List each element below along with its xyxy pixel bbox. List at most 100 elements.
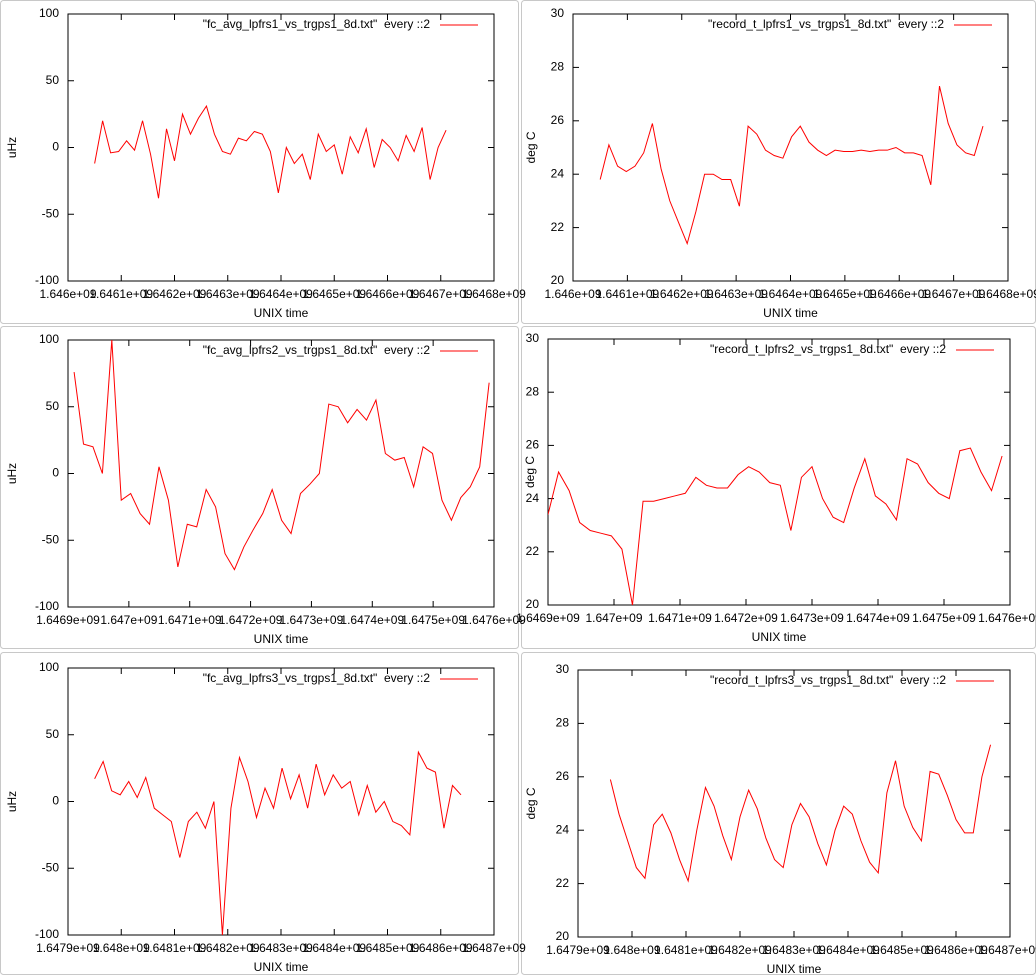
x-tick-label: 1.6465e+09 — [302, 287, 366, 301]
y-axis-label: deg C — [523, 456, 537, 488]
legend-label: "record_t_lpfrs2_vs_trgps1_8d.txt" every… — [710, 342, 946, 356]
y-tick-label: 26 — [526, 438, 540, 452]
legend-label: "record_t_lpfrs1_vs_trgps1_8d.txt" every… — [708, 17, 944, 31]
x-axis-label: UNIX time — [767, 962, 822, 975]
chart: 20 22 24 26 28 30 1.6469e+09 1.647e+09 1.6471e+0… — [516, 331, 1036, 644]
y-axis-label: uHz — [5, 463, 19, 484]
chart: -100 -50 0 50 100 1.6469e+09 1.647e+09 1.6471e+… — [5, 332, 526, 646]
y-tick-label: -100 — [35, 599, 59, 613]
y-tick-label: 24 — [556, 822, 570, 836]
panel — [0, 326, 519, 649]
x-tick-label: 1.6462e+09 — [143, 287, 207, 301]
y-tick-label: 0 — [52, 794, 59, 808]
x-tick-label: 1.6466e+09 — [867, 287, 931, 301]
x-tick-label: 1.6487e+09 — [462, 941, 526, 955]
x-axis-label: UNIX time — [254, 632, 309, 646]
y-tick-label: 100 — [39, 6, 59, 20]
plot-border — [547, 338, 1011, 606]
legend-label: "fc_avg_lpfrs2_vs_trgps1_8d.txt" every :… — [203, 343, 431, 357]
x-tick-label: 1.6485e+09 — [356, 941, 420, 955]
x-tick-label: 1.6486e+09 — [409, 941, 473, 955]
y-tick-label: -50 — [42, 860, 60, 874]
x-tick-label: 1.647e+09 — [585, 611, 642, 625]
y-tick-label: 0 — [52, 466, 59, 480]
x-tick-label: 1.6483e+09 — [762, 943, 826, 957]
y-tick-label: 0 — [52, 140, 59, 154]
chart: -100 -50 0 50 100 1.6479e+091.648e+091.6481e+… — [5, 660, 526, 974]
chart: -100 -50 0 50 100 1.646e+091.6461e+091.6462e+… — [5, 6, 526, 320]
y-tick-label: 20 — [526, 597, 540, 611]
y-tick-label: -100 — [35, 273, 59, 287]
x-tick-label: 1.6461e+09 — [596, 287, 660, 301]
x-tick-label: 1.6466e+09 — [356, 287, 420, 301]
x-tick-label: 1.6479e+09 — [36, 941, 100, 955]
y-axis-label: uHz — [5, 791, 19, 812]
x-tick-label: 1.6475e+09 — [401, 613, 465, 627]
y-tick-label: 28 — [526, 384, 540, 398]
y-tick-label: 20 — [551, 273, 565, 287]
data-line — [548, 447, 1003, 605]
legend-label: "record_t_lpfrs3_vs_trgps1_8d.txt" every… — [710, 673, 946, 687]
x-tick-label: 1.648e+09 — [93, 941, 150, 955]
x-tick-label: 1.6484e+09 — [816, 943, 880, 957]
y-tick-label: 50 — [46, 727, 60, 741]
y-tick-label: 30 — [526, 331, 540, 345]
x-tick-label: 1.647e+09 — [100, 613, 157, 627]
x-tick-label: 1.6465e+09 — [813, 287, 877, 301]
plot-border — [572, 13, 1009, 282]
x-tick-label: 1.6467e+09 — [409, 287, 473, 301]
y-tick-label: 50 — [46, 399, 60, 413]
x-axis-label: UNIX time — [752, 630, 807, 644]
x-tick-label: 1.6474e+09 — [846, 611, 910, 625]
x-tick-label: 1.6469e+09 — [36, 613, 100, 627]
y-axis-label: deg C — [524, 131, 538, 163]
x-tick-label: 1.6463e+09 — [196, 287, 260, 301]
x-tick-label: 1.6462e+09 — [650, 287, 714, 301]
x-tick-label: 1.6486e+09 — [924, 943, 988, 957]
x-tick-label: 1.6482e+09 — [708, 943, 772, 957]
y-tick-label: 24 — [551, 166, 565, 180]
x-tick-label: 1.6473e+09 — [280, 613, 344, 627]
x-tick-label: 1.6481e+09 — [143, 941, 207, 955]
panel — [521, 652, 1036, 975]
x-tick-label: 1.6473e+09 — [780, 611, 844, 625]
x-tick-label: 1.6472e+09 — [714, 611, 778, 625]
chart: 20 22 24 26 28 30 1.646e+091.6461e+091.6462e+0… — [524, 6, 1036, 320]
x-tick-label: 1.6481e+09 — [654, 943, 718, 957]
plot-border — [577, 669, 1011, 938]
chart: 20 22 24 26 28 30 1.6479e+091.648e+091.6481e+0… — [524, 662, 1036, 975]
plot-border — [67, 13, 495, 282]
panel — [0, 652, 519, 975]
x-tick-label: 1.6484e+09 — [302, 941, 366, 955]
x-axis-label: UNIX time — [254, 960, 309, 974]
y-tick-label: 100 — [39, 332, 59, 346]
x-tick-label: 1.6479e+09 — [546, 943, 610, 957]
legend-label: "fc_avg_lpfrs1_vs_trgps1_8d.txt" every :… — [203, 17, 431, 31]
y-axis-label: uHz — [5, 137, 19, 158]
y-tick-label: 100 — [39, 660, 59, 674]
x-tick-label: 1.6472e+09 — [219, 613, 283, 627]
y-tick-label: 30 — [556, 662, 570, 676]
x-tick-label: 1.6464e+09 — [759, 287, 823, 301]
x-tick-label: 1.6461e+09 — [89, 287, 153, 301]
plot-border — [67, 667, 495, 936]
y-tick-label: 22 — [526, 544, 540, 558]
y-tick-label: -50 — [42, 532, 60, 546]
y-tick-label: -50 — [42, 206, 60, 220]
data-line — [599, 85, 984, 246]
data-line — [73, 340, 490, 571]
x-tick-label: 1.6463e+09 — [704, 287, 768, 301]
x-tick-label: 1.6469e+09 — [516, 611, 580, 625]
x-tick-label: 1.646e+09 — [544, 287, 601, 301]
x-tick-label: 1.6467e+09 — [922, 287, 986, 301]
x-tick-label: 1.6482e+09 — [196, 941, 260, 955]
legend-label: "fc_avg_lpfrs3_vs_trgps1_8d.txt" every :… — [203, 671, 431, 685]
y-tick-label: 20 — [556, 929, 570, 943]
data-line — [94, 104, 447, 199]
x-tick-label: 1.6474e+09 — [340, 613, 404, 627]
x-tick-label: 1.6487e+09 — [978, 943, 1036, 957]
plot-border — [67, 339, 495, 608]
x-tick-label: 1.6475e+09 — [912, 611, 976, 625]
panel — [0, 0, 519, 324]
x-tick-label: 1.6471e+09 — [648, 611, 712, 625]
